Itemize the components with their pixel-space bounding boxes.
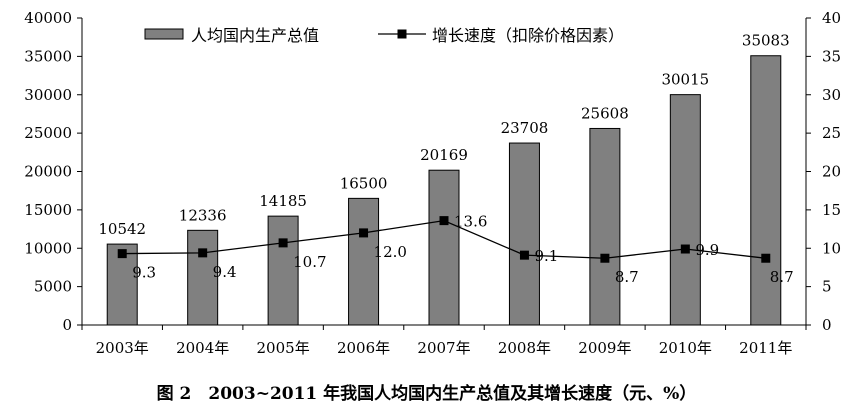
y-right-tick-label: 0	[822, 316, 832, 334]
bar	[669, 94, 701, 326]
bar-value-label: 12336	[179, 206, 227, 224]
bar	[589, 127, 621, 326]
y-right-tick-label: 10	[822, 239, 841, 257]
x-tick-label: 2009年	[578, 339, 631, 357]
bar-value-label: 10542	[98, 220, 146, 238]
line-value-label: 12.0	[374, 243, 407, 261]
y-left-tick-label: 15000	[24, 201, 72, 219]
legend-line-label: 增长速度（扣除价格因素）	[432, 26, 624, 45]
line-value-label: 9.3	[132, 264, 156, 282]
x-tick-label: 2010年	[659, 339, 712, 357]
y-right-tick-label: 5	[822, 278, 832, 296]
bar-value-label: 20169	[420, 146, 468, 164]
growth-marker	[117, 249, 127, 259]
legend-line-marker	[397, 29, 407, 39]
growth-marker	[600, 253, 610, 263]
y-left-tick-label: 25000	[24, 124, 72, 142]
line-value-label: 10.7	[293, 253, 326, 271]
line-value-label: 13.6	[454, 213, 487, 231]
legend-bar-label: 人均国内生产总值	[191, 26, 319, 45]
bar-value-label: 23708	[501, 119, 549, 137]
y-left-tick-label: 5000	[34, 278, 72, 296]
y-left-tick-label: 20000	[24, 163, 72, 181]
growth-marker	[761, 253, 771, 263]
combo-chart: 0 5000 10000 15000 20000 25000 30000 35000 40000…	[24, 9, 841, 357]
bar	[348, 197, 380, 326]
growth-marker	[198, 248, 208, 258]
bar-value-label: 14185	[259, 192, 307, 210]
y-right-tick-label: 25	[822, 124, 841, 142]
growth-marker	[439, 216, 449, 226]
y-right-tick-label: 20	[822, 163, 841, 181]
bar-value-label: 30015	[661, 71, 709, 89]
y-left-tick-label: 40000	[24, 9, 72, 27]
growth-marker	[278, 238, 288, 248]
y-left-tick-label: 30000	[24, 86, 72, 104]
bar	[750, 55, 782, 326]
line-value-label: 9.1	[534, 247, 558, 265]
bar	[187, 229, 219, 326]
legend-bar-swatch	[144, 28, 184, 40]
bar	[267, 215, 299, 326]
line-value-label: 8.7	[770, 268, 794, 286]
bar	[428, 169, 460, 326]
y-right-tick-label: 35	[822, 47, 841, 65]
bar-value-label: 16500	[340, 174, 388, 192]
x-tick-label: 2008年	[498, 339, 551, 357]
line-value-label: 9.9	[695, 241, 719, 259]
bar	[508, 142, 540, 326]
figure-caption: 图 2 2003~2011 年我国人均国内生产总值及其增长速度（元、%）	[156, 384, 697, 404]
bar-value-label: 25608	[581, 104, 629, 122]
y-left-tick-label: 35000	[24, 47, 72, 65]
y-left-tick-label: 10000	[24, 239, 72, 257]
line-value-label: 9.4	[213, 263, 237, 281]
y-left-tick-label: 0	[62, 316, 72, 334]
x-tick-label: 2011年	[739, 339, 792, 357]
growth-marker	[519, 250, 529, 260]
y-right-tick-label: 15	[822, 201, 841, 219]
x-tick-label: 2004年	[176, 339, 229, 357]
growth-marker	[359, 228, 369, 238]
bar-value-label: 35083	[742, 32, 790, 50]
x-tick-label: 2006年	[337, 339, 390, 357]
y-right-tick-label: 30	[822, 86, 841, 104]
line-value-label: 8.7	[615, 268, 639, 286]
growth-marker	[680, 244, 690, 254]
y-right-tick-label: 40	[822, 9, 841, 27]
x-tick-label: 2003年	[96, 339, 149, 357]
x-tick-label: 2007年	[417, 339, 470, 357]
x-tick-label: 2005年	[257, 339, 310, 357]
